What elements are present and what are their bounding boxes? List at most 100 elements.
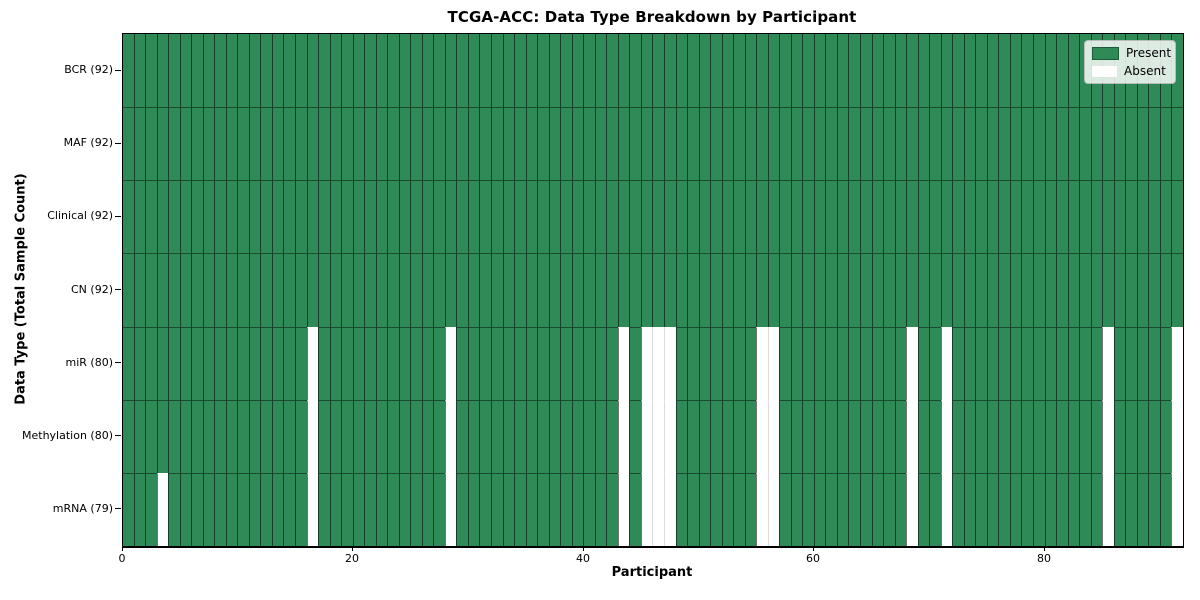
heatmap-cell (467, 107, 480, 181)
heatmap-cell (410, 472, 422, 546)
legend-swatch-present-icon (1092, 46, 1119, 60)
y-tick-label: MAF (92) (63, 136, 113, 149)
x-tick-label: 80 (1037, 552, 1051, 565)
heatmap-cell (123, 399, 134, 473)
heatmap-cell (779, 326, 791, 400)
heatmap-cell (525, 180, 538, 254)
heatmap-row-Methylation (123, 399, 1183, 473)
heatmap-cell (986, 326, 999, 400)
heatmap-cell (848, 472, 860, 546)
heatmap-cell (479, 180, 491, 254)
heatmap-cell (871, 34, 884, 108)
heatmap-cell (848, 399, 860, 473)
heatmap-cell (341, 107, 353, 181)
heatmap-cell (318, 34, 330, 108)
heatmap-cell (560, 326, 572, 400)
heatmap-cell (341, 253, 353, 327)
y-tick (115, 435, 121, 436)
heatmap-cell (894, 253, 907, 327)
heatmap-cell (860, 253, 872, 327)
heatmap-cell (963, 107, 976, 181)
heatmap-cell (467, 326, 480, 400)
heatmap-cell (123, 326, 134, 400)
heatmap-cell (479, 107, 491, 181)
heatmap-cell (606, 34, 618, 108)
heatmap-cell (548, 399, 561, 473)
heatmap-cell (560, 107, 572, 181)
heatmap-cell (733, 180, 745, 254)
heatmap-cell (1056, 472, 1068, 546)
heatmap-cell (156, 326, 169, 400)
legend-swatch-absent-icon (1092, 65, 1117, 77)
y-tick-label: BCR (92) (64, 63, 113, 76)
heatmap-cell (410, 107, 422, 181)
heatmap-cell (456, 399, 468, 473)
heatmap-cell (525, 253, 538, 327)
heatmap-cell (756, 107, 768, 181)
heatmap-cell (571, 253, 584, 327)
heatmap-cell (583, 107, 595, 181)
heatmap-cell (583, 472, 595, 546)
heatmap-cell (663, 326, 676, 400)
heatmap-cell (168, 253, 180, 327)
heatmap-cell (802, 253, 814, 327)
heatmap-cell (710, 472, 722, 546)
heatmap-cell (225, 326, 238, 400)
heatmap-cell (594, 253, 607, 327)
heatmap-cell (444, 472, 457, 546)
heatmap-cell (606, 180, 618, 254)
y-tick-label: Clinical (92) (47, 209, 113, 222)
heatmap-cell (663, 180, 676, 254)
heatmap-cell (364, 253, 376, 327)
heatmap-cell (767, 399, 780, 473)
heatmap-cell (271, 472, 284, 546)
heatmap-cell (318, 107, 330, 181)
heatmap-cell (421, 34, 434, 108)
heatmap-cell (179, 399, 192, 473)
heatmap-cell (952, 326, 964, 400)
heatmap-cell (123, 472, 134, 546)
heatmap-cell (410, 399, 422, 473)
heatmap-cell (467, 34, 480, 108)
heatmap-cell (1102, 180, 1114, 254)
heatmap-cell (1067, 326, 1080, 400)
heatmap-cell (467, 253, 480, 327)
heatmap-cell (629, 180, 641, 254)
heatmap-cell (271, 399, 284, 473)
heatmap-cell (283, 472, 295, 546)
heatmap-cell (352, 399, 365, 473)
y-tick (115, 362, 121, 363)
x-tick-label: 40 (576, 552, 590, 565)
heatmap-cell (606, 107, 618, 181)
heatmap-cell (341, 326, 353, 400)
heatmap-cell (387, 326, 399, 400)
heatmap-cell (606, 399, 618, 473)
heatmap-cell (375, 399, 388, 473)
heatmap-cell (594, 34, 607, 108)
heatmap-cell (133, 107, 146, 181)
heatmap-cell (375, 326, 388, 400)
heatmap-cell (318, 472, 330, 546)
heatmap-cell (352, 472, 365, 546)
heatmap-cell (387, 472, 399, 546)
heatmap-cell (963, 180, 976, 254)
heatmap-cell (1171, 399, 1183, 473)
heatmap-cell (1125, 107, 1137, 181)
x-tick (583, 547, 584, 551)
heatmap-cell (421, 180, 434, 254)
heatmap-cell (444, 399, 457, 473)
heatmap-cell (548, 253, 561, 327)
heatmap-cell (1125, 180, 1137, 254)
heatmap-cell (202, 180, 215, 254)
heatmap-cell (571, 107, 584, 181)
heatmap-cell (341, 34, 353, 108)
heatmap-cell (202, 253, 215, 327)
heatmap-cell (813, 326, 826, 400)
heatmap-cell (260, 34, 272, 108)
heatmap-cell (860, 399, 872, 473)
heatmap-cell (710, 399, 722, 473)
heatmap-cell (133, 399, 146, 473)
legend: Present Absent (1084, 40, 1176, 84)
heatmap-cell (583, 253, 595, 327)
heatmap-cell (779, 399, 791, 473)
